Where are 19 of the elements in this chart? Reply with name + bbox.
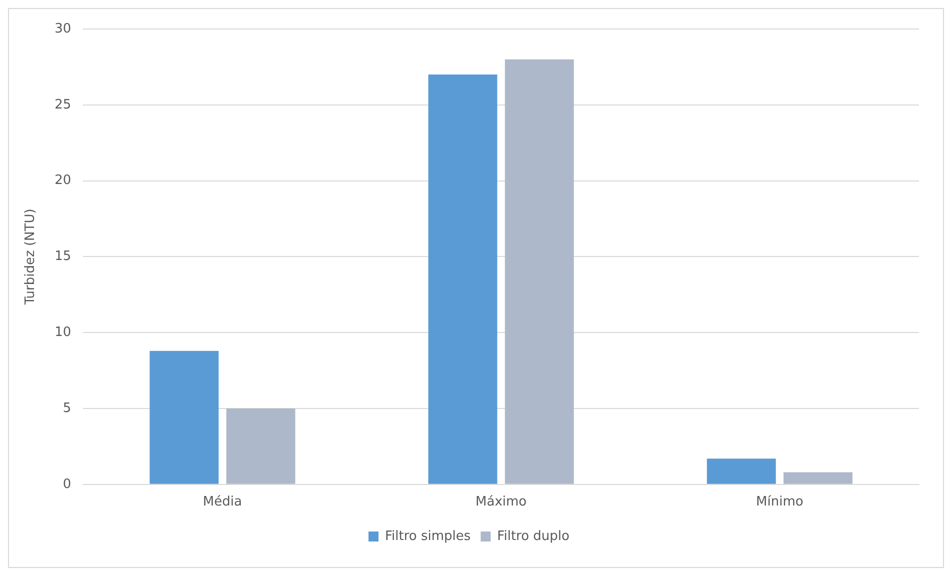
x-tick-label: Mínimo bbox=[756, 494, 804, 510]
legend-label: Filtro simples bbox=[385, 528, 471, 544]
y-tick-label: 20 bbox=[54, 173, 72, 188]
y-tick-label: 10 bbox=[54, 324, 72, 340]
bar bbox=[150, 350, 219, 484]
y-tick-label: 30 bbox=[54, 21, 72, 36]
legend-label: Filtro duplo bbox=[497, 528, 570, 544]
y-tick-label: 5 bbox=[62, 400, 72, 416]
y-axis-title: Turbidez (NTU) bbox=[23, 208, 38, 306]
bar bbox=[226, 408, 296, 484]
x-tick-label: Média bbox=[202, 494, 242, 510]
bar bbox=[706, 458, 776, 484]
y-tick-label: 0 bbox=[62, 476, 72, 492]
bar bbox=[504, 59, 574, 484]
y-tick-label: 15 bbox=[54, 249, 72, 264]
bar bbox=[428, 74, 498, 484]
y-tick-label: 25 bbox=[54, 97, 72, 112]
x-tick-label: Máximo bbox=[476, 494, 527, 510]
bar bbox=[784, 472, 852, 484]
